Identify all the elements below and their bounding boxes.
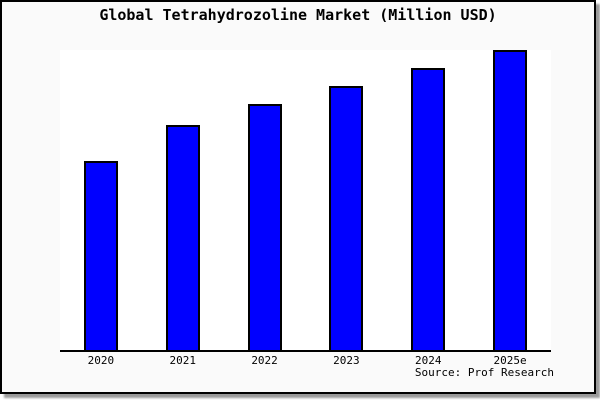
chart-window: Global Tetrahydrozoline Market (Million …: [0, 0, 596, 394]
bar-2025e: [493, 50, 528, 350]
x-axis-labels: 2020 2021 2022 2023 2024 2025e: [60, 354, 551, 367]
bar-slot-2021: [142, 50, 224, 350]
bar-slot-2023: [305, 50, 387, 350]
source-credit: Source: Prof Research: [414, 366, 554, 379]
chart-title: Global Tetrahydrozoline Market (Million …: [99, 6, 497, 24]
x-tick-label-2021: 2021: [169, 354, 196, 367]
plot-area: [60, 50, 551, 352]
bar-2022: [247, 104, 282, 350]
x-tick-label-2023: 2023: [333, 354, 360, 367]
x-tick-label-2025e: 2025e: [493, 354, 527, 367]
bar-2023: [329, 86, 364, 350]
bar-slot-2022: [224, 50, 306, 350]
bar-2020: [83, 161, 118, 350]
x-tick-label-2022: 2022: [251, 354, 278, 367]
bar-slot-2025e: [469, 50, 551, 350]
bar-slot-2020: [60, 50, 142, 350]
bar-2021: [165, 125, 200, 350]
bar-slot-2024: [387, 50, 469, 350]
bar-2024: [411, 68, 446, 350]
x-tick-label-2020: 2020: [87, 354, 115, 367]
x-tick-label-2024: 2024: [414, 354, 442, 367]
